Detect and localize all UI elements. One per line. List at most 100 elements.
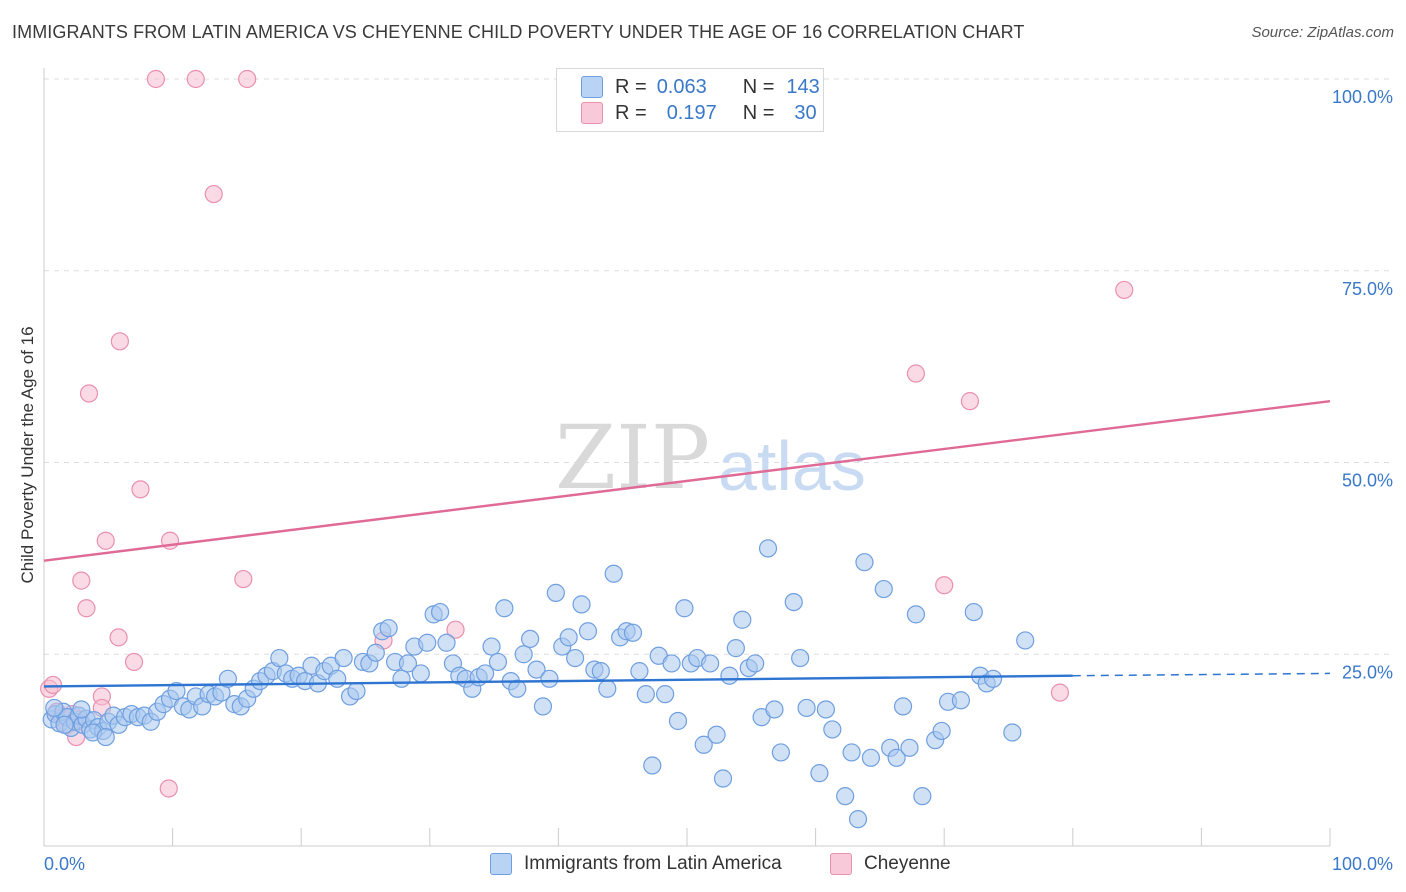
legend-r-value: 0.063 xyxy=(656,75,707,98)
cheyenne-point xyxy=(146,69,165,89)
latin-america-point xyxy=(437,633,456,652)
latin-america-point xyxy=(694,735,713,754)
legend-n-value: 143 xyxy=(786,75,820,98)
latin-america-point xyxy=(932,721,951,741)
chart-title: IMMIGRANTS FROM LATIN AMERICA VS CHEYENN… xyxy=(12,22,1025,42)
latin-america-point xyxy=(726,639,745,658)
latin-america-point xyxy=(720,666,739,685)
legend-swatch-blue xyxy=(581,76,603,98)
tick-labels: 25.0% 50.0% 75.0% 100.0% 0.0% 100.0% xyxy=(44,87,1393,874)
latin-america-point xyxy=(842,743,861,762)
latin-america-point xyxy=(1016,631,1035,650)
trend-lines xyxy=(43,399,1331,688)
latin-america-point xyxy=(861,748,880,767)
watermark: ZIP atlas xyxy=(555,406,866,509)
bottom-legend-swatch-blue xyxy=(490,853,512,875)
cheyenne-point xyxy=(77,599,96,618)
latin-america-point xyxy=(218,669,237,688)
latin-america-point xyxy=(328,669,347,688)
latin-america-point xyxy=(823,720,842,739)
latin-america-point xyxy=(96,727,115,747)
x-tick-label: 100.0% xyxy=(1332,854,1393,874)
latin-america-point xyxy=(366,643,385,662)
bottom-legend-swatch-pink xyxy=(830,853,852,875)
latin-america-point xyxy=(964,602,983,622)
cheyenne-point xyxy=(960,392,980,411)
y-tick-label: 100.0% xyxy=(1332,87,1393,107)
latin-america-point xyxy=(521,629,540,649)
source-label: Source: ZipAtlas.com xyxy=(1251,24,1394,41)
cheyenne-point xyxy=(96,531,115,550)
latin-america-point xyxy=(893,697,913,716)
latin-america-point xyxy=(508,679,527,698)
latin-america-point xyxy=(495,599,514,618)
latin-america-point xyxy=(379,619,398,638)
legend-r-label: R = xyxy=(615,75,647,98)
latin-america-point xyxy=(906,605,926,624)
latin-america-point xyxy=(707,725,726,744)
latin-america-point xyxy=(270,648,289,668)
y-tick-label: 25.0% xyxy=(1342,662,1393,682)
latin-america-point xyxy=(566,648,585,668)
latin-america-point xyxy=(887,748,906,767)
cheyenne-point xyxy=(131,480,150,499)
cheyenne-point xyxy=(234,569,253,589)
latin-america-point xyxy=(656,685,675,704)
y-tick-label: 75.0% xyxy=(1342,279,1393,299)
latin-america-point xyxy=(771,743,790,762)
latin-america-point xyxy=(668,711,688,731)
bottom-legend-cheyenne: Cheyenne xyxy=(830,852,951,876)
cheyenne-point xyxy=(906,364,926,383)
cheyenne-point xyxy=(72,571,91,590)
latin-america-point xyxy=(810,764,829,783)
latin-america-point xyxy=(72,700,91,719)
cheyenne-point xyxy=(204,184,223,204)
latin-america-point xyxy=(527,660,546,679)
latin-america-point xyxy=(746,654,765,673)
latin-america-trend-extension xyxy=(1072,672,1331,677)
latin-america-point xyxy=(572,595,591,614)
cheyenne-point xyxy=(109,628,128,647)
latin-america-point xyxy=(701,654,720,673)
cheyenne-point xyxy=(124,652,144,672)
latin-america-point xyxy=(482,637,501,656)
latin-america-point xyxy=(45,698,64,718)
legend-r-label: R = xyxy=(615,101,647,124)
latin-america-point xyxy=(546,583,565,602)
cheyenne-point xyxy=(110,332,129,351)
latin-america-point xyxy=(983,669,1003,688)
latin-america-point xyxy=(791,648,810,668)
latin-america-point xyxy=(913,787,932,806)
latin-america-point xyxy=(540,669,559,688)
latin-america-point xyxy=(816,700,835,719)
latin-america-point xyxy=(167,681,186,701)
latin-america-point xyxy=(758,539,778,558)
latin-america-point xyxy=(578,622,598,641)
latin-america-point xyxy=(559,628,578,647)
latin-america-point xyxy=(900,738,919,757)
x-tick-label: 0.0% xyxy=(44,854,85,874)
latin-america-point xyxy=(533,697,553,716)
latin-america-point xyxy=(623,623,643,642)
cheyenne-point xyxy=(159,779,178,798)
y-tick-label: 50.0% xyxy=(1342,471,1393,491)
legend-n-label: N = xyxy=(742,75,775,98)
bottom-legend-label: Cheyenne xyxy=(864,853,951,874)
cheyenne-point xyxy=(935,576,954,595)
gridlines xyxy=(44,78,1392,655)
legend-n-value: 30 xyxy=(794,101,817,124)
latin-america-point xyxy=(765,700,784,719)
latin-america-trend-line xyxy=(43,674,1073,688)
legend-swatch-pink xyxy=(581,102,603,124)
latin-america-point xyxy=(418,633,437,652)
cheyenne-trend-line xyxy=(43,399,1331,562)
latin-america-point xyxy=(848,810,868,829)
latin-america-point xyxy=(347,681,366,701)
latin-america-point xyxy=(392,669,411,688)
latin-america-point xyxy=(398,654,418,673)
latin-america-point xyxy=(643,756,662,775)
latin-america-point xyxy=(591,662,610,681)
latin-america-point xyxy=(55,715,74,734)
latin-america-point xyxy=(675,599,694,618)
